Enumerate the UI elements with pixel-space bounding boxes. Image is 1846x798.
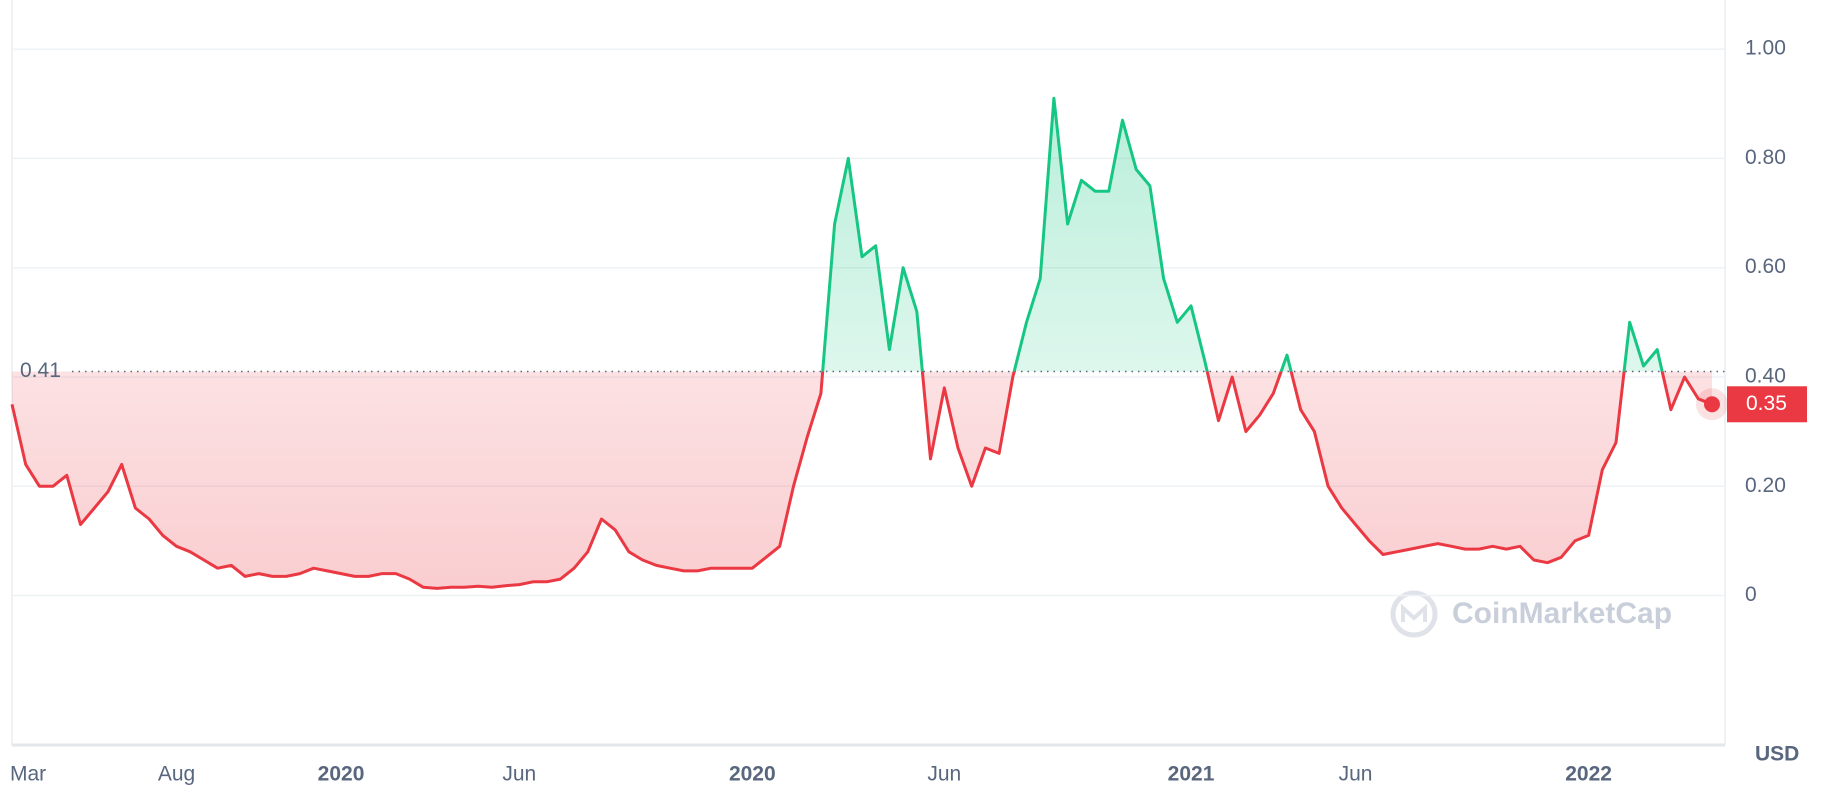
y-tick-label: 0.60 — [1745, 255, 1786, 278]
price-line-up — [821, 96, 1664, 372]
x-tick-label: 2022 — [1565, 763, 1612, 786]
x-tick-label: Jun — [1339, 763, 1373, 786]
y-tick-label: 0.20 — [1745, 474, 1786, 497]
x-tick-label: 2020 — [318, 763, 365, 786]
y-tick-label: 0.80 — [1745, 146, 1786, 169]
price-line-down — [10, 371, 1713, 590]
x-tick-label: Jun — [502, 763, 536, 786]
x-tick-label: 2021 — [1168, 763, 1215, 786]
area-up — [12, 98, 1712, 372]
y-tick-label: 0 — [1745, 583, 1757, 606]
area-down — [12, 371, 1712, 589]
x-tick-label: 2020 — [729, 763, 776, 786]
watermark-text: CoinMarketCap — [1452, 597, 1672, 630]
baseline-label: 0.41 — [20, 359, 61, 382]
price-tag — [1727, 386, 1807, 423]
y-tick-label: 1.00 — [1745, 37, 1786, 60]
x-tick-label: Aug — [158, 763, 195, 786]
x-tick-label: Mar — [10, 763, 46, 786]
x-tick-label: Jun — [927, 763, 961, 786]
watermark — [1390, 590, 1438, 638]
price-tag-label: 0.35 — [1746, 392, 1787, 415]
y-tick-label: 0.40 — [1745, 365, 1786, 388]
currency-label: USD — [1755, 743, 1799, 766]
last-point — [1704, 396, 1720, 413]
